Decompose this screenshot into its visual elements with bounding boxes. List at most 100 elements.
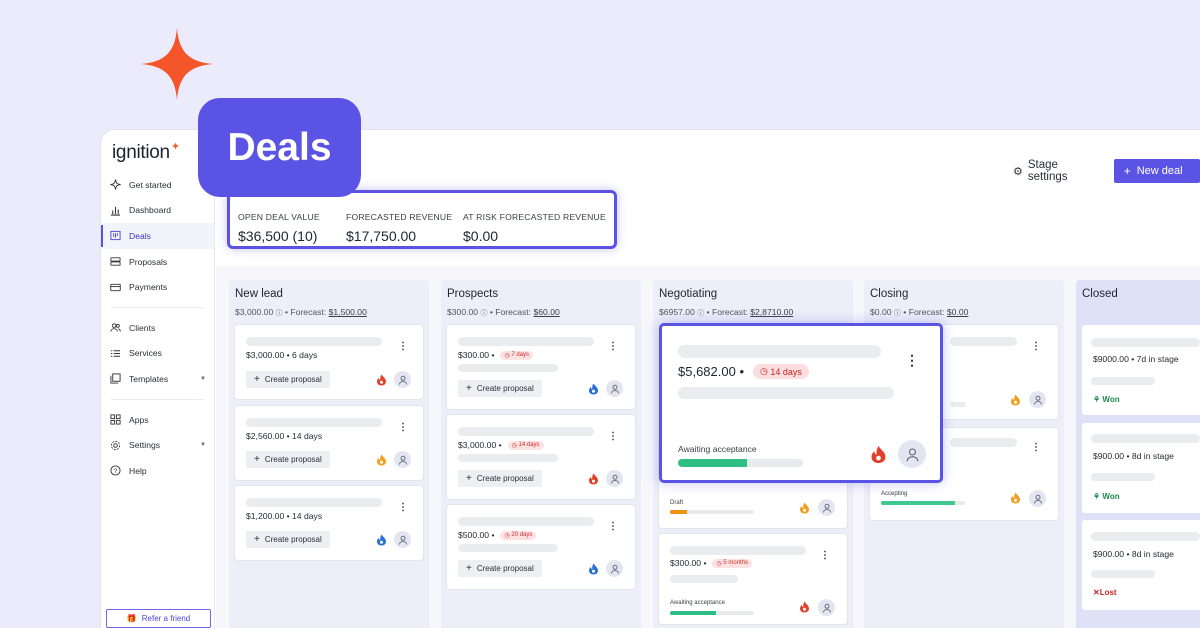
new-deal-button[interactable]: + New deal [1113, 159, 1200, 183]
placeholder-bar [950, 337, 1017, 346]
column-title: New lead [235, 288, 283, 300]
sidebar-item-label: Clients [129, 322, 156, 333]
info-icon: ⓘ [697, 310, 705, 317]
deal-amount: $300.00 • ◷ 7 days [458, 350, 534, 360]
deal-card[interactable]: $900.00 • 8d in stage ⚘ Won [1082, 423, 1200, 513]
deal-card[interactable]: ⋮ $1,200.00 • 14 days + Create proposal [235, 486, 423, 560]
sidebar-item-settings[interactable]: Settings ▼ [101, 432, 214, 458]
grid-icon [109, 414, 121, 426]
more-menu-icon[interactable]: ⋮ [608, 521, 618, 532]
forecast-stat: FORECASTED REVENUE $17,750.00 [346, 212, 452, 244]
column-forecast[interactable]: $2,8710.00 [750, 307, 794, 317]
progress-bar [678, 459, 803, 467]
more-menu-icon[interactable]: ⋮ [1031, 341, 1041, 352]
warm-flame-icon [1011, 394, 1020, 406]
placeholder-bar [1091, 570, 1155, 578]
placeholder-bar [678, 387, 894, 399]
deal-status: Accepting [881, 491, 908, 497]
placeholder-bar [246, 498, 382, 507]
sidebar: ignition✦ Get started Dashboard Deals Pr… [101, 130, 215, 628]
deal-card[interactable]: $9000.00 • 7d in stage ⚘ Won [1082, 325, 1200, 415]
deal-amount: $500.00 • ◷ 20 days [458, 530, 537, 540]
featured-deal-card[interactable]: ⋮ $5,682.00 • ◷ 14 days Awaiting acceptan… [659, 323, 943, 483]
avatar[interactable] [606, 380, 623, 397]
svg-text:?: ? [113, 468, 117, 475]
avatar[interactable] [898, 440, 926, 468]
avatar[interactable] [818, 499, 835, 516]
avatar[interactable] [606, 470, 623, 487]
divider [111, 398, 204, 400]
create-proposal-button[interactable]: + Create proposal [458, 560, 542, 577]
sidebar-item-templates[interactable]: Templates ▼ [101, 366, 214, 392]
placeholder-bar [458, 454, 558, 462]
age-tag: ◷ 14 days [753, 364, 809, 379]
sidebar-item-proposals[interactable]: Proposals [101, 249, 214, 275]
deals-badge: Deals [198, 98, 361, 197]
plus-icon: + [466, 563, 472, 574]
placeholder-bar [950, 402, 966, 407]
avatar[interactable] [394, 371, 411, 388]
create-proposal-button[interactable]: + Create proposal [246, 451, 330, 468]
more-menu-icon[interactable]: ⋮ [608, 341, 618, 352]
progress-fill [670, 510, 687, 514]
avatar[interactable] [394, 531, 411, 548]
progress-bar [670, 510, 754, 514]
more-menu-icon[interactable]: ⋮ [1031, 442, 1041, 453]
placeholder-bar [1091, 532, 1200, 541]
sidebar-item-label: Deals [129, 230, 151, 241]
deal-card[interactable]: $900.00 • 8d in stage ✕Lost [1082, 520, 1200, 610]
stat-value: $0.00 [463, 228, 499, 244]
sidebar-item-services[interactable]: Services [101, 341, 214, 367]
create-proposal-button[interactable]: + Create proposal [246, 531, 330, 548]
sidebar-item-help[interactable]: ? Help [101, 458, 214, 484]
sidebar-item-deals[interactable]: Deals [101, 223, 214, 249]
sidebar-item-get-started[interactable]: Get started [101, 172, 214, 198]
create-proposal-button[interactable]: + Create proposal [458, 380, 542, 397]
divider [111, 306, 204, 308]
chevron-down-icon: ▼ [200, 442, 206, 449]
create-proposal-button[interactable]: + Create proposal [458, 470, 542, 487]
avatar[interactable] [606, 560, 623, 577]
deal-card[interactable]: ⋮ $300.00 • ◷ 7 days + Create proposal [447, 325, 635, 409]
more-menu-icon[interactable]: ⋮ [820, 550, 830, 561]
button-label: Create proposal [264, 455, 322, 464]
sidebar-item-payments[interactable]: Payments [101, 274, 214, 300]
stage-settings-button[interactable]: ⚙ Stage settings [1013, 159, 1097, 183]
column-forecast[interactable]: $60.00 [533, 307, 560, 317]
deal-amount: $9000.00 • 7d in stage [1093, 354, 1179, 364]
age-tag: ◷ 7 days [500, 350, 534, 360]
column-forecast[interactable]: $1,500.00 [328, 307, 367, 317]
sidebar-item-apps[interactable]: Apps [101, 407, 214, 433]
gift-icon: 🎁 [126, 614, 137, 623]
sidebar-item-label: Get started [129, 179, 172, 190]
deal-card[interactable]: ⋮ $3,000.00 • 6 days + Create proposal [235, 325, 423, 399]
deal-card[interactable]: ⋮ $3,000.00 • ◷ 14 days + Create proposal [447, 415, 635, 499]
more-menu-icon[interactable]: ⋮ [398, 502, 408, 513]
more-menu-icon[interactable]: ⋮ [905, 352, 919, 368]
avatar[interactable] [1029, 490, 1046, 507]
placeholder-bar [246, 418, 382, 427]
deal-card[interactable]: ⋮ $500.00 • ◷ 20 days + Create proposal [447, 505, 635, 589]
avatar[interactable] [1029, 391, 1046, 408]
progress-fill [881, 501, 955, 505]
sidebar-item-dashboard[interactable]: Dashboard [101, 198, 214, 224]
avatar[interactable] [818, 599, 835, 616]
hot-flame-icon [589, 473, 598, 485]
button-label: Create proposal [264, 535, 322, 544]
won-status: ⚘ Won [1093, 492, 1120, 501]
more-menu-icon[interactable]: ⋮ [398, 422, 408, 433]
more-menu-icon[interactable]: ⋮ [608, 431, 618, 442]
sidebar-item-label: Help [129, 465, 147, 476]
placeholder-bar [670, 575, 738, 583]
refer-a-friend-button[interactable]: 🎁 Refer a friend [106, 609, 211, 628]
column-forecast[interactable]: $0.00 [946, 307, 969, 317]
avatar[interactable] [394, 451, 411, 468]
stat-value: $17,750.00 [346, 228, 417, 244]
sidebar-item-label: Services [129, 348, 162, 359]
sidebar-item-clients[interactable]: Clients [101, 315, 214, 341]
deal-card[interactable]: ⋮ $2,560.00 • 14 days + Create proposal [235, 406, 423, 480]
sidebar-nav: Get started Dashboard Deals Proposals Pa… [101, 172, 214, 484]
more-menu-icon[interactable]: ⋮ [398, 341, 408, 352]
deal-card[interactable]: ⋮ $300.00 • ◷ 5 months Awaiting acceptanc… [659, 534, 847, 624]
create-proposal-button[interactable]: + Create proposal [246, 371, 330, 388]
